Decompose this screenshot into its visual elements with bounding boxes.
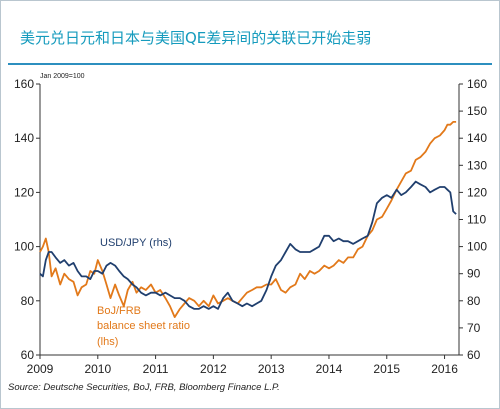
boj-frb-label-line1: BoJ/FRB [97,305,141,317]
left-tick-label: 120 [14,185,34,199]
x-tick-label: 2013 [258,362,285,376]
right-tick-label: 100 [467,240,487,254]
right-tick-label: 120 [467,185,487,199]
right-tick-label: 70 [467,321,481,335]
x-ticks-group: 2009 2010 2011 2012 2013 2014 2015 2016 [27,355,458,376]
x-tick-label: 2016 [431,362,458,376]
left-tick-label: 140 [14,131,34,145]
title-divider [8,63,492,65]
x-tick-label: 2010 [84,362,111,376]
right-tick-label: 140 [467,131,487,145]
x-tick-label: 2009 [27,362,54,376]
boj-frb-label-line3: (lhs) [97,336,118,348]
left-tick-label: 160 [14,77,34,91]
left-tick-label: 100 [14,240,34,254]
chart-title: 美元兑日元和日本与美国QE差异间的关联已开始走弱 [20,29,372,47]
right-tick-label: 160 [467,77,487,91]
source-note: Source: Deutsche Securities, BoJ, FRB, B… [8,382,280,393]
right-tick-label: 130 [467,158,487,172]
right-tick-label: 150 [467,104,487,118]
left-tick-label: 80 [21,294,35,308]
left-tick-label: 60 [21,348,35,362]
x-tick-label: 2014 [316,362,343,376]
right-tick-label: 90 [467,267,481,281]
x-tick-label: 2012 [200,362,227,376]
right-tick-label: 60 [467,348,481,362]
x-tick-label: 2015 [373,362,400,376]
boj-frb-label-line2: balance sheet ratio [97,320,190,332]
left-ticks-group: 60 80 100 120 140 160 [14,77,40,362]
series-line-usd-jpy [39,180,457,310]
right-tick-label: 80 [467,294,481,308]
right-ticks-group: 60 70 80 90 100 110 120 130 140 150 160 [459,77,487,362]
right-tick-label: 110 [467,213,486,227]
usd-jpy-label: USD/JPY (rhs) [100,237,172,249]
index-base-note: Jan 2009=100 [40,73,85,80]
series-line-boj-frb-ratio [39,121,457,318]
x-tick-label: 2011 [143,362,169,376]
